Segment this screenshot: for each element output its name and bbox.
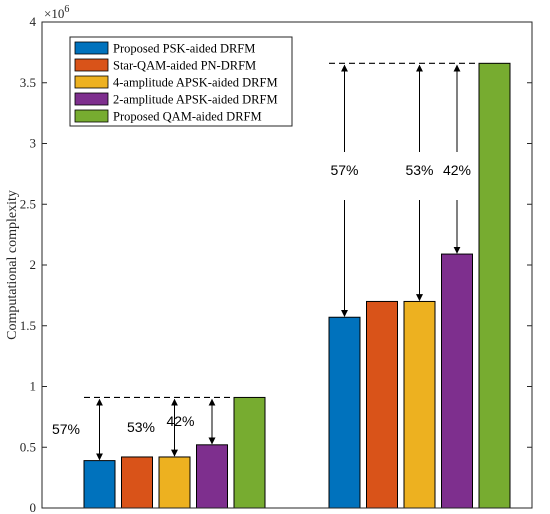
bar bbox=[158, 456, 191, 509]
bar bbox=[196, 444, 228, 509]
legend: Proposed PSK-aided DRFM Star-QAM-aided PN… bbox=[69, 36, 293, 127]
y-tick-label: 1.5 bbox=[20, 318, 36, 333]
legend-swatch bbox=[74, 109, 109, 123]
legend-swatch bbox=[74, 75, 109, 89]
bar bbox=[441, 253, 473, 509]
bar bbox=[328, 316, 361, 509]
legend-entry: 2-amplitude APSK-aided DRFM bbox=[113, 93, 278, 107]
reduction-label: 42% bbox=[443, 162, 471, 178]
legend-swatch bbox=[74, 92, 109, 106]
legend-swatch bbox=[74, 41, 109, 55]
y-multiplier-base: ×10 bbox=[44, 6, 64, 21]
y-tick-label: 0 bbox=[30, 500, 37, 514]
y-tick-label: 0.5 bbox=[20, 439, 36, 454]
y-tick-label: 1 bbox=[30, 379, 37, 394]
bar bbox=[478, 62, 511, 509]
legend-entry: Proposed QAM-aided DRFM bbox=[113, 110, 262, 124]
y-tick-label: 3.5 bbox=[20, 75, 36, 90]
y-axis-multiplier: ×106 bbox=[44, 4, 69, 21]
bars-layer bbox=[83, 62, 511, 509]
bar bbox=[83, 460, 116, 509]
bar bbox=[366, 300, 398, 509]
bar bbox=[233, 396, 266, 509]
reduction-label: 57% bbox=[330, 162, 358, 178]
y-axis-label: Computational complexity bbox=[5, 190, 20, 340]
reduction-label: 57% bbox=[52, 421, 80, 437]
reduction-label: 42% bbox=[166, 413, 194, 429]
y-tick-label: 2 bbox=[30, 257, 37, 272]
bar bbox=[121, 456, 153, 509]
y-tick-label: 4 bbox=[30, 14, 37, 29]
y-multiplier-exponent: 6 bbox=[64, 4, 69, 15]
legend-entry: 4-amplitude APSK-aided DRFM bbox=[113, 76, 278, 90]
bar bbox=[403, 300, 436, 509]
legend-entry: Proposed PSK-aided DRFM bbox=[113, 42, 255, 56]
y-tick-label: 3 bbox=[30, 136, 37, 151]
annotations-layer: 57% 53% 42% 57% 53% 42% bbox=[52, 62, 479, 461]
y-tick-label: 2.5 bbox=[20, 196, 36, 211]
legend-swatch bbox=[74, 58, 109, 72]
legend-entry: Star-QAM-aided PN-DRFM bbox=[113, 59, 256, 73]
reduction-label: 53% bbox=[127, 419, 155, 435]
reduction-label: 53% bbox=[405, 162, 433, 178]
y-axis: 0 0.5 1 1.5 2 2.5 3 3.5 4 bbox=[20, 14, 532, 514]
